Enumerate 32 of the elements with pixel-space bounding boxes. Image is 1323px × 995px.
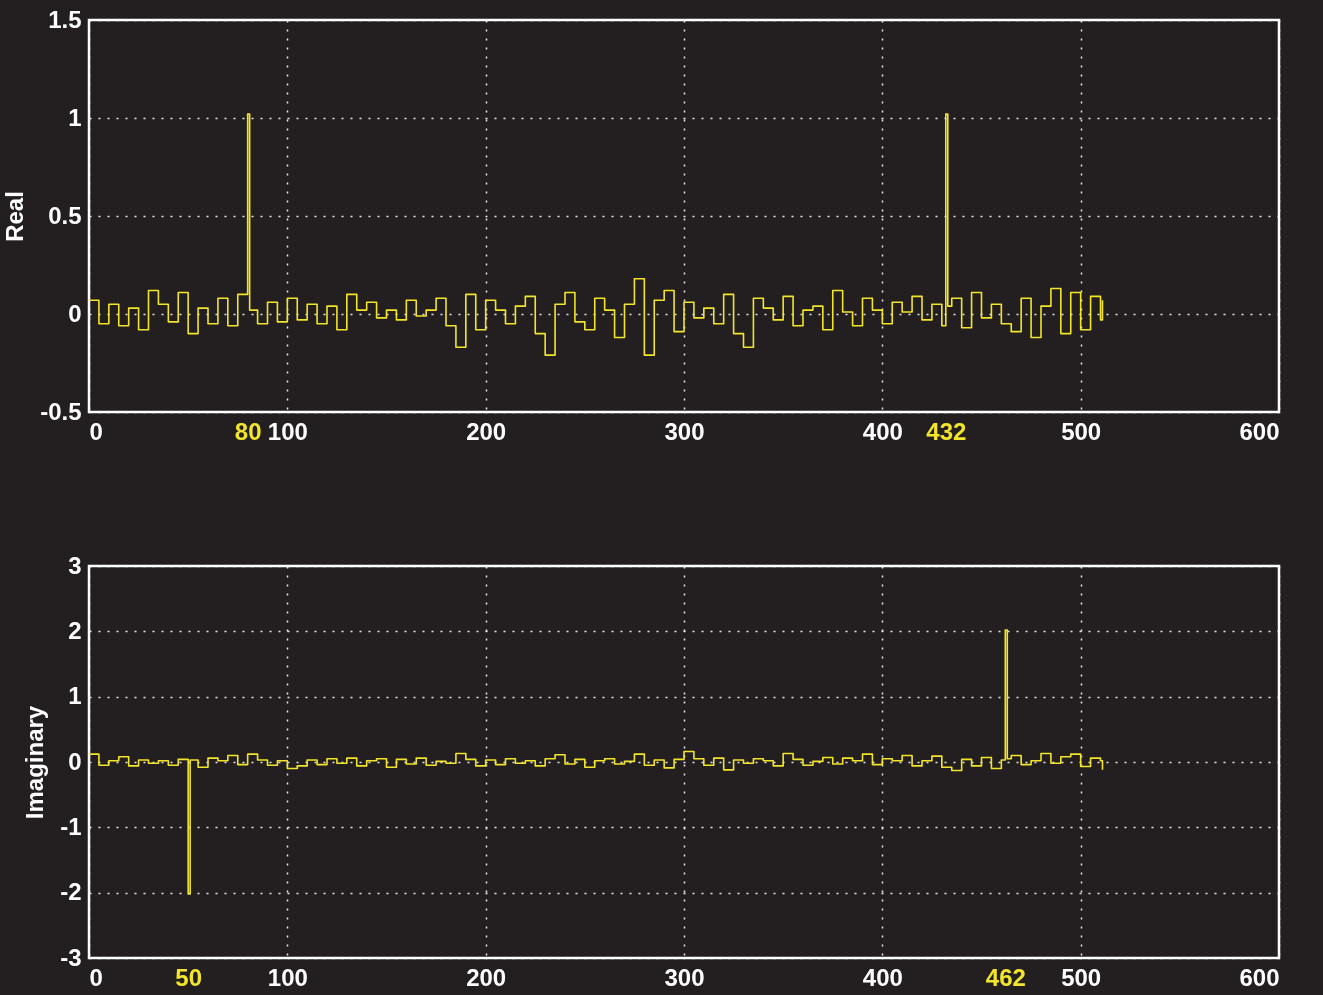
y-tick-label: -0.5 — [40, 397, 82, 425]
y-tick-label: 0.5 — [48, 201, 82, 229]
x-tick-label: 0 — [89, 417, 103, 445]
x-tick-label: 500 — [1061, 417, 1102, 445]
y-tick-label: 1 — [68, 682, 82, 710]
y-tick-label: -2 — [60, 878, 82, 906]
y-tick-label: 0 — [68, 747, 82, 775]
y-tick-label: -1 — [60, 812, 82, 840]
x-tick-label: 200 — [466, 417, 507, 445]
y-tick-label: 1.5 — [48, 5, 82, 33]
x-tick-label: 462 — [985, 963, 1026, 991]
x-tick-label: 300 — [664, 417, 705, 445]
y-tick-label: 0 — [68, 299, 82, 327]
y-tick-label: 1 — [68, 103, 82, 131]
y-tick-label: 2 — [68, 616, 82, 644]
x-tick-label: 432 — [926, 417, 967, 445]
x-tick-label: 0 — [89, 963, 103, 991]
x-tick-label: 80 — [234, 417, 262, 445]
x-tick-label: 100 — [267, 963, 308, 991]
x-tick-label: 600 — [1239, 963, 1280, 991]
x-tick-label: 400 — [862, 963, 903, 991]
x-tick-label: 50 — [175, 963, 203, 991]
y-axis-title: Imaginary — [21, 705, 49, 820]
y-axis-title: Real — [1, 191, 29, 242]
y-tick-label: -3 — [60, 943, 82, 971]
x-tick-label: 200 — [466, 963, 507, 991]
x-tick-label: 300 — [664, 963, 705, 991]
y-tick-label: 3 — [68, 551, 82, 579]
x-tick-label: 500 — [1061, 963, 1102, 991]
x-tick-label: 600 — [1239, 417, 1280, 445]
x-tick-label: 400 — [862, 417, 903, 445]
x-tick-label: 100 — [267, 417, 308, 445]
